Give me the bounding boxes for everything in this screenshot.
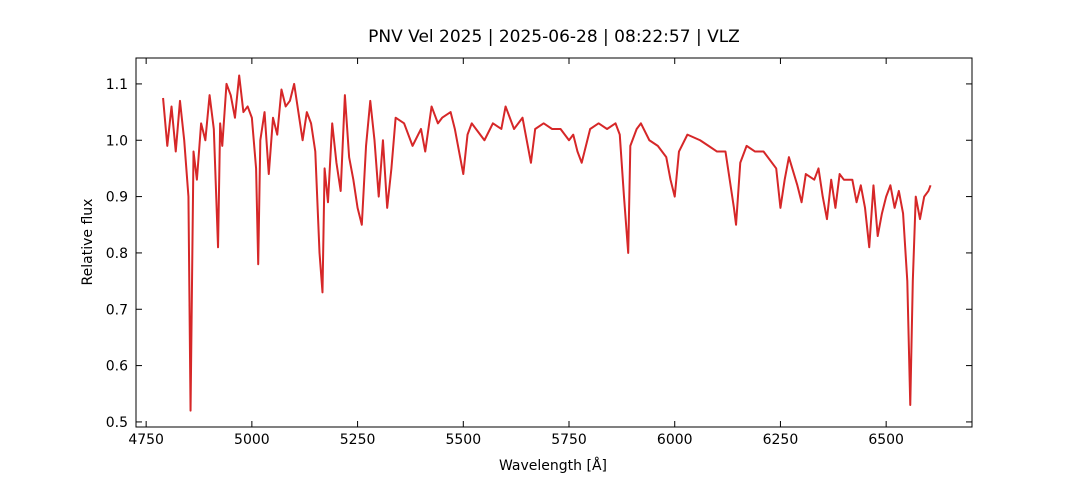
x-tick-label: 5750 [551,432,587,448]
plot-frame [135,57,973,428]
x-tick-label: 5000 [234,432,270,448]
x-tick-label: 5500 [445,432,481,448]
x-tick-label: 6250 [763,432,799,448]
x-axis-label: Wavelength [Å] [499,457,607,474]
x-tick-label: 4750 [128,432,164,448]
y-axis-label: Relative flux [80,199,96,286]
chart-title: PNV Vel 2025 | 2025-06-28 | 08:22:57 | V… [368,27,740,47]
y-tick-label: 0.9 [106,190,128,206]
x-tick-label: 6500 [868,432,904,448]
x-tick-label: 6000 [657,432,693,448]
y-tick-label: 0.7 [106,302,128,318]
spectrum-line [162,74,932,412]
y-tick-label: 1.1 [106,77,128,93]
y-tick-label: 0.6 [106,359,128,375]
y-tick-label: 1.0 [106,133,128,149]
x-tick-label: 5250 [340,432,376,448]
y-tick-label: 0.5 [106,415,128,431]
y-tick-label: 0.8 [106,246,128,262]
